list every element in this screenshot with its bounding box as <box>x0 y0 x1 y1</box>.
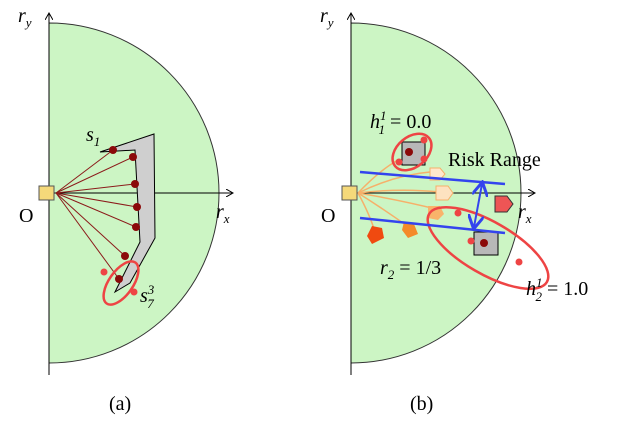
text-part: r <box>320 5 328 27</box>
x-axis-label: rx <box>216 201 230 226</box>
text-part: y <box>24 15 32 30</box>
text-part: 7 <box>147 296 154 311</box>
text-part: h <box>526 278 536 300</box>
text-part: = 0.0 <box>385 111 431 133</box>
text-part: = 1.0 <box>542 278 588 300</box>
point <box>516 259 523 266</box>
text-part: x <box>223 211 230 226</box>
text-part: r <box>216 201 224 223</box>
point <box>480 239 488 247</box>
x-axis-label: rx <box>518 201 532 226</box>
point <box>468 238 475 245</box>
point <box>101 269 108 276</box>
text-part: 1 <box>94 134 101 149</box>
text-part: x <box>525 211 532 226</box>
risk-range-label: Risk Range <box>448 149 541 171</box>
text-part: 3 <box>147 282 155 297</box>
point <box>405 148 413 156</box>
text-part: r <box>380 257 388 279</box>
text-part: s <box>86 124 94 146</box>
origin-label: O <box>321 205 335 227</box>
text-part: y <box>326 15 334 30</box>
point <box>421 137 428 144</box>
text-part: r <box>518 201 526 223</box>
caption: (a) <box>109 393 131 415</box>
text-part: r <box>18 5 26 27</box>
robot <box>39 186 54 200</box>
point <box>421 156 428 163</box>
caption: (b) <box>410 393 433 415</box>
robot <box>342 186 357 200</box>
origin-label: O <box>19 205 33 227</box>
figure: ry rx O s1 s37 (a) <box>0 0 639 422</box>
point <box>396 159 403 166</box>
y-axis-label: ry <box>320 5 334 30</box>
y-axis-label: ry <box>18 5 32 30</box>
point <box>455 210 462 217</box>
text-part: = 1/3 <box>394 257 441 279</box>
